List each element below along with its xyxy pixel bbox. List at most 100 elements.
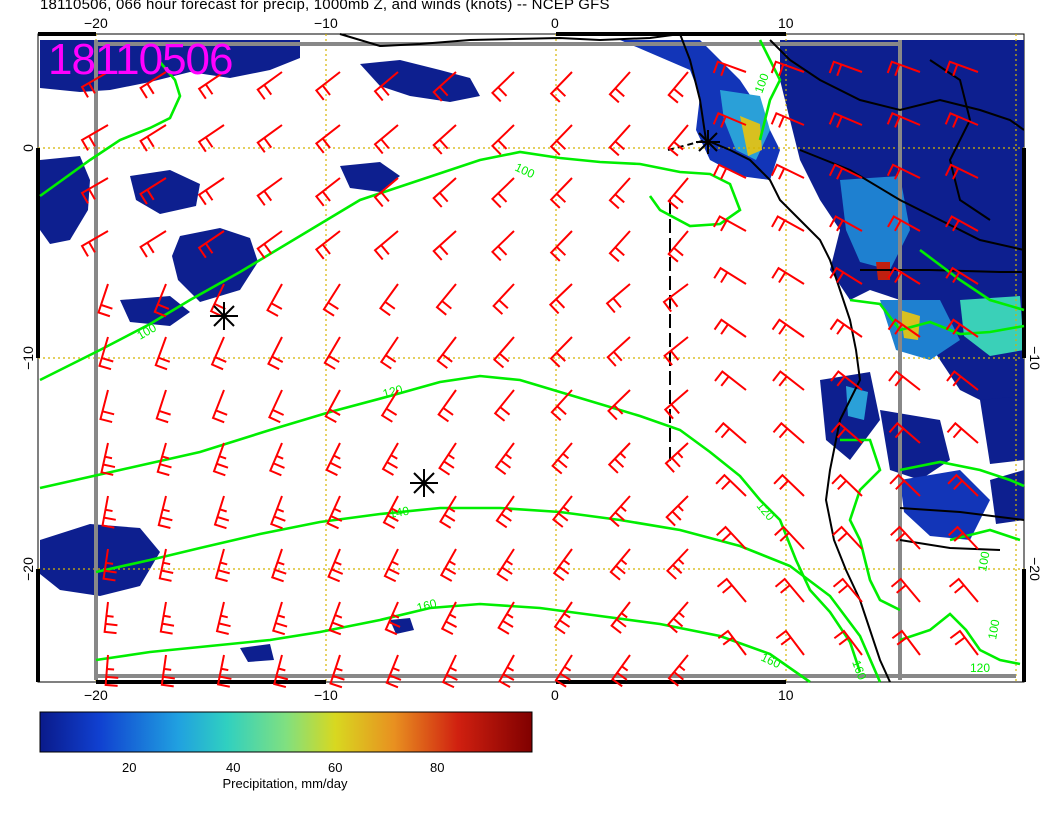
date-stamp: 18110506 bbox=[48, 35, 233, 84]
wind-barb bbox=[773, 473, 805, 497]
colorbar-tick: 60 bbox=[328, 760, 342, 775]
wind-barb bbox=[550, 389, 573, 422]
wind-barb bbox=[97, 283, 113, 318]
wind-barb bbox=[887, 215, 921, 232]
wind-barb bbox=[947, 473, 979, 497]
wind-barb bbox=[611, 654, 631, 688]
wind-barb bbox=[197, 177, 225, 206]
wind-barb bbox=[100, 442, 116, 476]
wind-barb bbox=[770, 163, 805, 180]
axis-edge-bars bbox=[36, 32, 1026, 684]
wind-barb bbox=[154, 336, 171, 371]
lat-tick-right: −20 bbox=[1027, 557, 1043, 581]
wind-barb bbox=[212, 442, 229, 477]
wind-barb bbox=[770, 111, 805, 128]
wind-barb bbox=[256, 177, 283, 206]
wind-barb bbox=[666, 601, 689, 634]
wind-barb bbox=[886, 60, 921, 77]
contour-label: 160 bbox=[849, 658, 869, 682]
wind-barb bbox=[103, 601, 118, 635]
wind-barb bbox=[155, 389, 171, 424]
wind-barb bbox=[830, 370, 863, 391]
wind-barb bbox=[101, 495, 116, 529]
wind-barb bbox=[436, 336, 457, 369]
wind-barb bbox=[608, 177, 631, 210]
contour-label: 100 bbox=[985, 618, 1002, 640]
colorbar-ticks: 20 40 60 80 bbox=[122, 760, 444, 775]
wind-barb bbox=[491, 230, 515, 262]
lat-tick-right: −10 bbox=[1027, 346, 1043, 370]
wind-barb bbox=[491, 124, 515, 156]
wind-barb bbox=[104, 654, 119, 687]
wind-barb bbox=[98, 336, 114, 371]
wind-barb bbox=[379, 283, 399, 317]
wind-barb bbox=[890, 525, 921, 550]
wind-barb bbox=[551, 442, 573, 475]
wind-barb bbox=[887, 318, 921, 338]
storm-centers bbox=[210, 130, 720, 497]
wind-barb bbox=[549, 71, 573, 103]
wind-barb bbox=[256, 71, 283, 100]
wind-barb bbox=[945, 266, 979, 285]
wind-barb bbox=[139, 124, 167, 152]
wind-barb bbox=[606, 336, 631, 367]
lon-tick-bottom: 10 bbox=[778, 687, 794, 703]
wind-barb bbox=[890, 577, 921, 603]
wind-barb bbox=[329, 654, 345, 689]
wind-barb bbox=[949, 629, 979, 656]
wind-barb bbox=[210, 336, 227, 371]
lon-tick-bottom: −10 bbox=[314, 687, 338, 703]
wind-barb bbox=[373, 71, 399, 102]
wind-barb bbox=[322, 283, 341, 317]
wind-barb bbox=[80, 177, 109, 204]
wind-barb bbox=[944, 163, 979, 180]
wind-barb bbox=[80, 230, 109, 257]
wind-barb bbox=[887, 266, 921, 285]
wind-barb bbox=[549, 177, 573, 209]
wind-barb bbox=[552, 548, 573, 582]
colorbar bbox=[39, 711, 533, 753]
wind-barb bbox=[549, 124, 573, 156]
wind-barb bbox=[666, 548, 689, 580]
wind-barb bbox=[498, 654, 515, 688]
wind-barb bbox=[379, 336, 399, 370]
wind-barb bbox=[891, 629, 921, 656]
wind-barb bbox=[770, 60, 805, 77]
axis-labels: −20 −10 0 10 −20 −10 0 10 0 −10 −20 −10 … bbox=[20, 15, 1043, 703]
wind-barb bbox=[197, 230, 225, 259]
wind-barb bbox=[373, 177, 399, 208]
wind-barb bbox=[553, 601, 573, 635]
wind-barb bbox=[438, 442, 457, 476]
wind-barb bbox=[139, 230, 167, 258]
wind-barb bbox=[717, 629, 747, 656]
wind-barb bbox=[324, 389, 341, 423]
wind-barb bbox=[157, 495, 173, 529]
storm-center-icon bbox=[696, 130, 720, 154]
contour-label: 100 bbox=[752, 71, 772, 95]
wind-barb bbox=[944, 111, 979, 128]
wind-barb bbox=[772, 421, 805, 444]
wind-barb bbox=[495, 495, 515, 529]
wind-barb bbox=[266, 283, 283, 317]
wind-barb bbox=[607, 442, 631, 474]
wind-barb bbox=[314, 177, 341, 207]
wind-barb bbox=[269, 495, 286, 530]
wind-barb bbox=[714, 370, 747, 391]
wind-barb bbox=[80, 71, 109, 98]
contour-label: 160 bbox=[415, 596, 438, 615]
wind-barb bbox=[497, 601, 515, 635]
wind-barb bbox=[441, 654, 458, 689]
wind-barb bbox=[608, 230, 631, 263]
wind-barb bbox=[159, 601, 175, 635]
wind-barb bbox=[99, 389, 115, 424]
wind-barb bbox=[382, 495, 399, 530]
wind-barb bbox=[886, 163, 921, 180]
wind-barb bbox=[439, 548, 457, 582]
wind-barb bbox=[886, 111, 921, 128]
wind-barb bbox=[437, 389, 457, 423]
wind-barb bbox=[944, 60, 979, 77]
wind-barb bbox=[829, 215, 863, 232]
wind-barb bbox=[256, 124, 283, 153]
wind-barb bbox=[715, 473, 747, 497]
